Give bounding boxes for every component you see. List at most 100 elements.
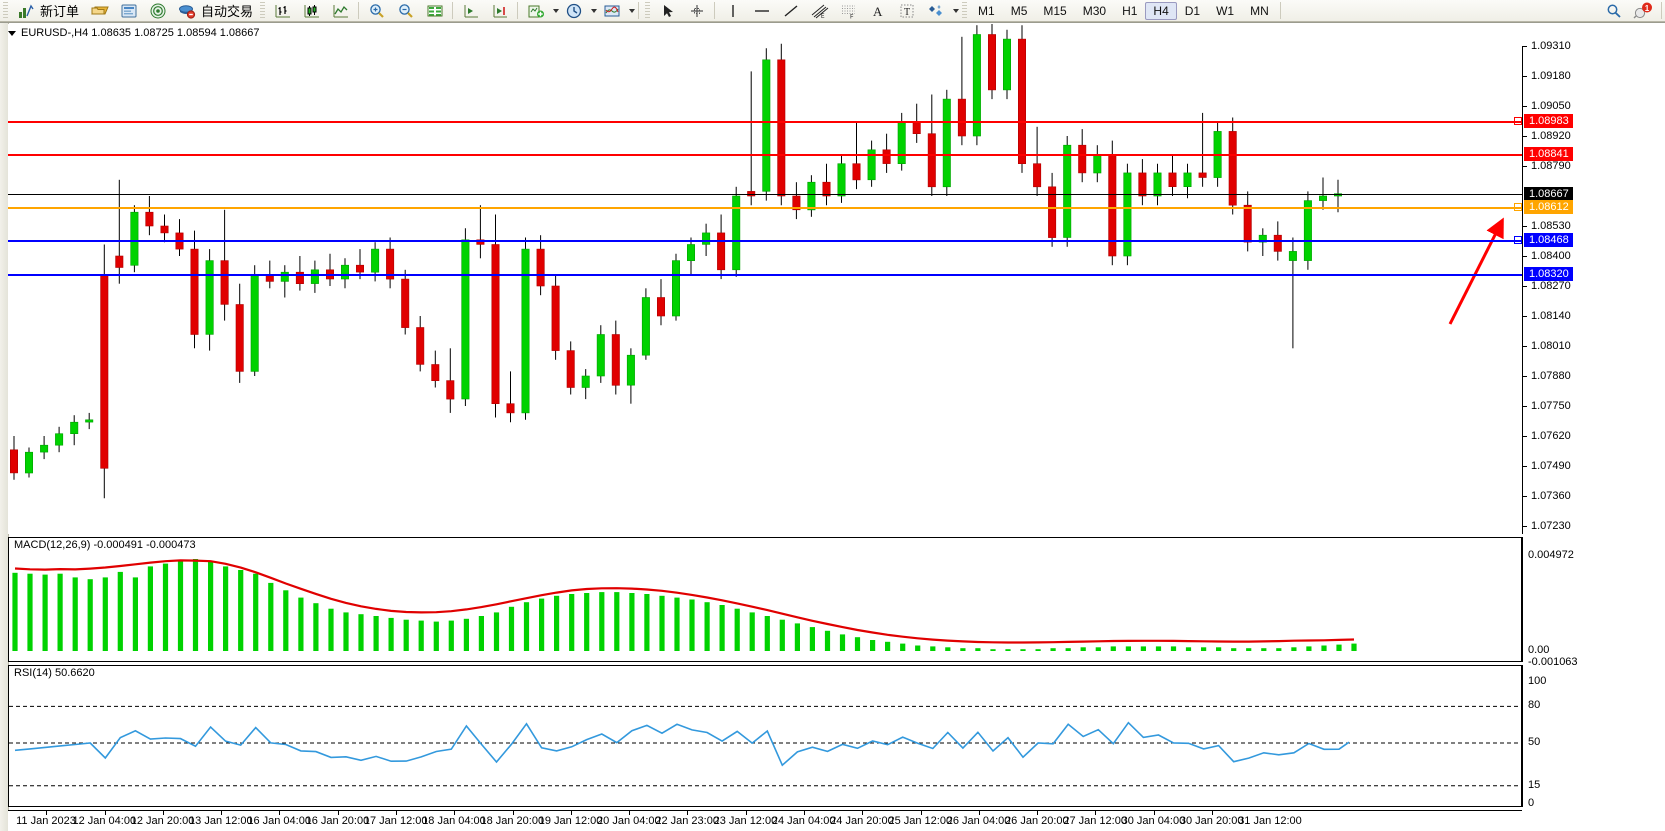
data-window-icon[interactable] bbox=[421, 0, 448, 22]
timeframe-h4[interactable]: H4 bbox=[1145, 1, 1177, 20]
shift-start-icon[interactable] bbox=[457, 0, 484, 22]
macd-tick-0.004972: 0.004972 bbox=[1528, 549, 1574, 561]
time-tick-mark bbox=[804, 811, 805, 815]
timeframe-d1[interactable]: D1 bbox=[1184, 3, 1201, 18]
toolbar-separator-3 bbox=[517, 2, 519, 19]
horizontal-line-icon[interactable] bbox=[748, 0, 775, 22]
toolbar-grip-3[interactable] bbox=[645, 2, 651, 19]
time-label-14: 24 Jan 20:00 bbox=[830, 815, 894, 827]
level-line-current-price[interactable] bbox=[8, 194, 1522, 196]
price-tag-resistance-1[interactable]: 1.08841 bbox=[1524, 147, 1573, 162]
svg-text:E: E bbox=[821, 13, 825, 19]
price-tag-current-price[interactable]: 1.08667 bbox=[1524, 187, 1573, 202]
folder-icon[interactable] bbox=[86, 0, 113, 22]
time-tick-mark bbox=[512, 811, 514, 815]
trendline-icon[interactable] bbox=[777, 0, 804, 22]
price-scale[interactable]: 1.09310 1.09180 1.09050 1.08920 1.08790 1.085… bbox=[1522, 40, 1665, 534]
auto-trading-label[interactable]: 自动交易 bbox=[201, 4, 254, 19]
add-indicator-chevron-down-icon[interactable] bbox=[553, 8, 560, 13]
text-box-icon[interactable]: T bbox=[893, 0, 920, 22]
timeframe-m5[interactable]: M5 bbox=[1010, 3, 1028, 18]
time-label-15: 25 Jan 12:00 bbox=[888, 815, 953, 827]
alert-badge-count: 1 bbox=[1645, 4, 1650, 13]
toolbar-grip[interactable] bbox=[3, 2, 8, 19]
period-icon[interactable] bbox=[560, 0, 587, 22]
search-icon[interactable] bbox=[1600, 0, 1627, 22]
chart-collapse-icon[interactable] bbox=[8, 30, 16, 36]
macd-tick-0.00: 0.00 bbox=[1528, 644, 1550, 656]
bar-chart-icon[interactable] bbox=[269, 0, 296, 22]
toolbar-separator-1 bbox=[358, 2, 360, 19]
objects-chevron-down-icon[interactable] bbox=[953, 8, 960, 13]
toolbar-grip-4[interactable] bbox=[962, 2, 968, 19]
price-tick-1.07360: 1.07360 bbox=[1523, 490, 1571, 502]
time-label-8: 18 Jan 20:00 bbox=[480, 815, 545, 827]
text-label-icon[interactable]: A bbox=[864, 0, 891, 22]
period-chevron-down-icon[interactable] bbox=[591, 8, 598, 13]
rsi-tick-100: 100 bbox=[1528, 675, 1547, 687]
equidistant-channel-icon[interactable]: E bbox=[806, 0, 833, 22]
svg-text:A: A bbox=[873, 4, 883, 19]
templates-chevron-down-icon[interactable] bbox=[629, 8, 636, 13]
terminal-icon[interactable] bbox=[115, 0, 142, 22]
level-line-resistance-1[interactable] bbox=[8, 154, 1522, 157]
macd-pane[interactable]: MACD(12,26,9) -0.000491 -0.000473 bbox=[8, 537, 1522, 662]
price-tag-support-2[interactable]: 1.08320 bbox=[1524, 267, 1573, 282]
objects-icon[interactable] bbox=[922, 0, 949, 22]
time-tick-mark bbox=[104, 811, 106, 815]
main-toolbar: 新订单 bbox=[0, 0, 1665, 22]
new-order-label[interactable]: 新订单 bbox=[40, 4, 80, 19]
price-tick-1.09180: 1.09180 bbox=[1523, 70, 1571, 82]
vertical-line-icon[interactable] bbox=[719, 0, 746, 22]
macd-scale[interactable]: 0.004972 0.00 -0.001063 bbox=[1522, 537, 1665, 668]
toolbar-separator-6 bbox=[1279, 2, 1281, 19]
timeframe-m30[interactable]: M30 bbox=[1082, 3, 1107, 18]
cursor-icon[interactable] bbox=[654, 0, 681, 22]
add-indicator-icon[interactable] bbox=[522, 0, 549, 22]
timeframe-mn[interactable]: MN bbox=[1250, 3, 1269, 18]
templates-icon[interactable] bbox=[598, 0, 625, 22]
toolbar-separator-5 bbox=[714, 2, 716, 19]
fibonacci-icon[interactable]: F bbox=[835, 0, 862, 22]
price-tag-support-1[interactable]: 1.08468 bbox=[1524, 233, 1573, 248]
level-line-pivot[interactable] bbox=[8, 207, 1522, 210]
signal-icon[interactable] bbox=[144, 0, 171, 22]
rsi-scale[interactable]: 100 80 50 15 0 bbox=[1522, 665, 1665, 809]
line-chart-icon[interactable] bbox=[327, 0, 354, 22]
new-order-icon[interactable] bbox=[12, 0, 39, 22]
time-tick-mark bbox=[978, 811, 980, 815]
toolbar-grip-2[interactable] bbox=[260, 2, 266, 19]
time-tick-mark bbox=[1095, 811, 1097, 815]
rsi-pane[interactable]: RSI(14) 50.6620 bbox=[8, 665, 1522, 807]
chart-symbol-header[interactable]: EURUSD-,H4 1.08635 1.08725 1.08594 1.086… bbox=[8, 27, 260, 39]
price-tick-1.07490: 1.07490 bbox=[1523, 460, 1571, 472]
time-tick-mark bbox=[570, 811, 572, 815]
auto-trading-icon[interactable] bbox=[173, 0, 200, 22]
level-line-resistance-2[interactable] bbox=[8, 121, 1522, 124]
timeframe-w1[interactable]: W1 bbox=[1216, 3, 1235, 18]
timeframe-h1[interactable]: H1 bbox=[1122, 3, 1138, 18]
time-tick-mark bbox=[629, 811, 631, 815]
time-label-19: 30 Jan 04:00 bbox=[1121, 815, 1186, 827]
level-line-support-1[interactable] bbox=[8, 240, 1522, 243]
candlestick-chart-icon[interactable] bbox=[298, 0, 325, 22]
time-label-6: 17 Jan 12:00 bbox=[363, 815, 428, 827]
zoom-in-icon[interactable] bbox=[363, 0, 390, 22]
chart-symbol-text: EURUSD-,H4 1.08635 1.08725 1.08594 1.086… bbox=[21, 27, 260, 39]
time-scale[interactable]: 11 Jan 2023 12 Jan 04:00 12 Jan 20:00 13 Ja… bbox=[8, 810, 1522, 831]
level-line-support-2[interactable] bbox=[8, 274, 1522, 277]
alerts-icon[interactable]: 1 bbox=[1629, 0, 1657, 22]
shift-end-icon[interactable] bbox=[486, 0, 513, 22]
svg-text:T: T bbox=[904, 7, 910, 18]
time-label-20: 30 Jan 20:00 bbox=[1179, 815, 1244, 827]
zoom-out-icon[interactable] bbox=[392, 0, 419, 22]
price-tag-pivot[interactable]: 1.08612 bbox=[1524, 200, 1573, 215]
price-pane[interactable] bbox=[8, 24, 1522, 534]
timeframe-m15[interactable]: M15 bbox=[1043, 3, 1067, 18]
price-tag-resistance-2[interactable]: 1.08983 bbox=[1524, 114, 1573, 129]
chart-area[interactable]: EURUSD-,H4 1.08635 1.08725 1.08594 1.086… bbox=[0, 22, 1665, 831]
crosshair-icon[interactable] bbox=[683, 0, 710, 22]
timeframe-m1[interactable]: M1 bbox=[978, 3, 995, 18]
time-tick-mark bbox=[1212, 811, 1213, 815]
